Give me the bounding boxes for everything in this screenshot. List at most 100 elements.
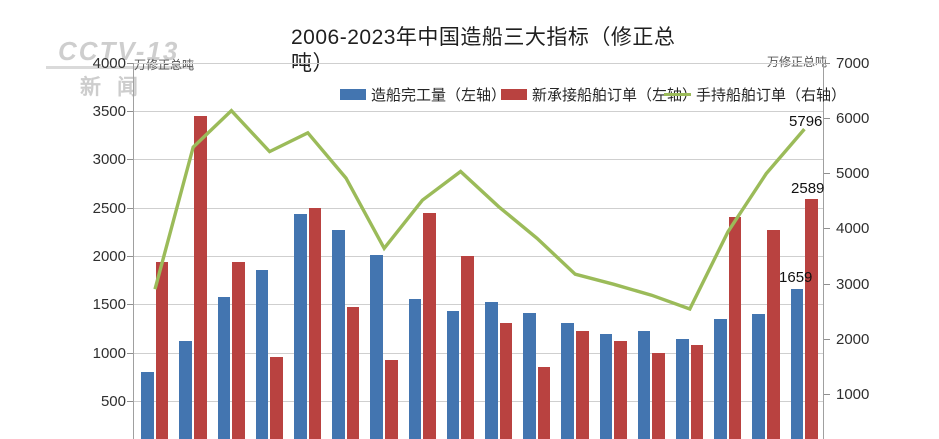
bar-new-orders-2018 <box>614 341 627 439</box>
right-axis-tick-label: 1000 <box>836 386 870 404</box>
point-label-2589: 2589 <box>791 180 825 197</box>
left-axis-tick-label: 1500 <box>92 296 126 314</box>
bar-completion-2019 <box>637 330 651 439</box>
gridline <box>133 62 823 64</box>
left-axis-tickmark <box>127 62 133 64</box>
bar-completion-2021 <box>714 318 727 439</box>
bar-completion-2006 <box>141 372 154 439</box>
legend-bar-swatch <box>501 88 527 100</box>
bar-completion-2014 <box>446 311 460 439</box>
left-axis-title: 万修正总吨 <box>134 58 195 72</box>
bar-new-orders-2006 <box>155 261 169 439</box>
legend: 造船完工量（左轴） 新承接船舶订单（左轴） 手持船舶订单（右轴） <box>0 85 939 104</box>
bar-completion-2009 <box>255 269 269 439</box>
left-axis-line <box>133 62 134 439</box>
bar-new-orders-2014 <box>461 256 474 439</box>
bar-completion-2023 <box>790 289 804 439</box>
cctv-news-text: 新闻 <box>80 76 154 99</box>
bar-new-orders-2012 <box>385 359 398 439</box>
bar-new-orders-2009 <box>270 356 283 439</box>
bar-new-orders-2019 <box>652 352 665 439</box>
gridline <box>133 159 823 161</box>
right-axis-tickmark <box>824 117 830 119</box>
bar-new-orders-2010 <box>308 207 322 439</box>
left-axis-tickmark <box>127 352 133 354</box>
bar-completion-2012 <box>370 255 383 439</box>
bar-completion-2010 <box>294 213 307 439</box>
legend-label: 造船完工量（左轴） <box>371 86 507 104</box>
left-axis-tickmark <box>127 111 133 112</box>
right-axis-tickmark <box>824 173 830 175</box>
cctv-logo-text: CCTV-13 <box>58 36 180 66</box>
bar-completion-2013 <box>408 298 422 439</box>
left-axis-tick-label: 1000 <box>92 344 126 362</box>
bar-completion-2018 <box>599 334 613 439</box>
left-axis-tickmark <box>127 256 133 257</box>
bar-new-orders-2008 <box>232 261 245 439</box>
right-axis-tick-label: 2000 <box>836 330 870 348</box>
legend-line-swatch <box>664 92 691 96</box>
bar-new-orders-2015 <box>499 322 513 439</box>
gridline <box>133 256 823 257</box>
bar-new-orders-2020 <box>690 345 704 439</box>
left-axis-tickmark <box>127 207 133 209</box>
right-axis-tickmark <box>824 338 830 340</box>
bar-new-orders-2022 <box>767 229 780 439</box>
gridline <box>133 304 823 306</box>
legend-label: 新承接船舶订单（左轴） <box>532 86 698 104</box>
legend-item-1: 造船完工量（左轴） <box>340 85 507 104</box>
gridline <box>133 111 823 112</box>
left-axis-tick-label: 4000 <box>92 54 126 72</box>
left-axis-tick-label: 2000 <box>92 248 126 265</box>
orderbook-line-path <box>153 108 806 312</box>
gridline <box>133 352 823 354</box>
bar-completion-2016 <box>523 313 536 439</box>
left-axis-tick-label: 3500 <box>92 103 126 120</box>
left-axis-tick-label: 500 <box>100 393 126 410</box>
chart-title-line1: 2006-2023年中国造船三大指标（修正总 <box>291 26 676 49</box>
right-axis-tickmark <box>824 62 830 64</box>
watermark-underline <box>46 66 194 69</box>
right-axis-tick-label: 7000 <box>836 54 870 72</box>
gridline <box>133 401 823 402</box>
bar-new-orders-2021 <box>728 217 742 439</box>
gridline <box>133 207 823 209</box>
left-axis-tick-label: 3000 <box>92 151 126 169</box>
right-axis-tick-label: 3000 <box>836 275 870 293</box>
right-axis-tickmark <box>824 283 830 285</box>
left-axis-tickmark <box>127 304 133 306</box>
legend-item-2: 新承接船舶订单（左轴） <box>501 85 698 104</box>
right-axis-tick-label: 4000 <box>836 220 870 238</box>
bar-completion-2022 <box>752 314 765 439</box>
bar-new-orders-2017 <box>576 331 589 439</box>
bar-completion-2020 <box>676 339 689 439</box>
bar-completion-2011 <box>332 229 345 439</box>
cctv-watermark: CCTV-13 新闻 <box>0 0 220 110</box>
right-axis-tickmark <box>824 228 830 230</box>
right-axis-tick-label: 6000 <box>836 109 870 127</box>
bar-new-orders-2007 <box>194 115 207 439</box>
left-axis-tickmark <box>127 159 133 161</box>
left-axis-tick-label: 2500 <box>92 199 126 217</box>
bar-completion-2007 <box>179 341 192 439</box>
left-axis-tickmark <box>127 401 133 402</box>
legend-bar-swatch <box>340 88 366 100</box>
legend-item-3: 手持船舶订单（右轴） <box>664 85 847 104</box>
bar-completion-2017 <box>561 322 574 439</box>
bar-new-orders-2013 <box>423 212 436 439</box>
bar-completion-2008 <box>217 296 231 439</box>
bar-completion-2015 <box>485 302 498 439</box>
right-axis-tickmark <box>824 394 830 396</box>
point-label-5796: 5796 <box>789 112 823 130</box>
point-label-1659: 1659 <box>779 269 813 286</box>
right-axis-line <box>823 62 824 439</box>
bar-new-orders-2016 <box>537 367 551 439</box>
bar-new-orders-2023 <box>805 199 818 439</box>
right-axis-tick-label: 5000 <box>836 165 870 183</box>
legend-label: 手持船舶订单（右轴） <box>696 86 847 104</box>
right-axis-title: 万修正总吨 <box>766 55 827 69</box>
